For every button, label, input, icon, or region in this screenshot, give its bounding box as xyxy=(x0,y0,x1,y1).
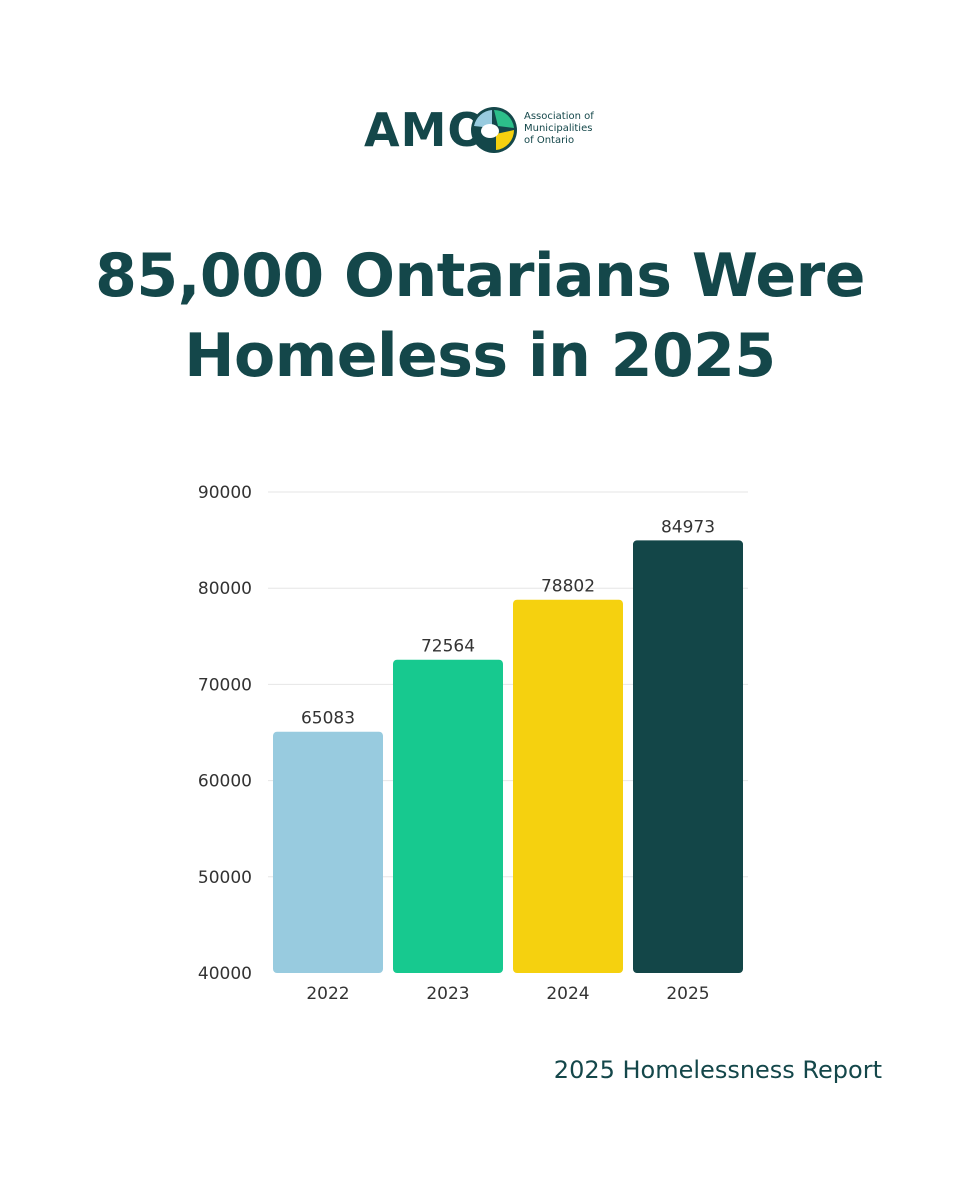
x-tick-label: 2022 xyxy=(306,984,349,1004)
logo-name: Association of Municipalities of Ontario xyxy=(524,111,614,147)
y-tick-label: 50000 xyxy=(198,868,252,888)
headline-line-2: Homeless in 2025 xyxy=(184,321,776,391)
data-label: 72564 xyxy=(421,637,475,657)
bar-2022 xyxy=(273,731,383,973)
y-tick-label: 40000 xyxy=(198,964,252,984)
y-tick-label: 70000 xyxy=(198,675,252,695)
data-label: 65083 xyxy=(301,709,355,729)
bar-chart: 40000 50000 60000 70000 80000 90000 65083 2022 7… xyxy=(180,470,780,1010)
amo-logo: AMO Association of Municipalities of Ont… xyxy=(364,100,604,160)
logo-line-1: Association of xyxy=(524,111,594,122)
report-source: 2025 Homelessness Report xyxy=(553,1056,882,1084)
y-tick-label: 80000 xyxy=(198,579,252,599)
bar-2024 xyxy=(513,599,623,973)
bar-2023 xyxy=(393,659,503,973)
headline-line-1: 85,000 Ontarians Were xyxy=(95,241,865,311)
bar-chart-svg: 40000 50000 60000 70000 80000 90000 65083 2022 7… xyxy=(198,483,748,1004)
y-tick-label: 60000 xyxy=(198,772,252,792)
data-label: 78802 xyxy=(541,577,595,597)
x-tick-label: 2024 xyxy=(546,984,589,1004)
logo-line-3: of Ontario xyxy=(524,135,575,146)
logo-line-2: Municipalities xyxy=(524,123,593,134)
headline: 85,000 Ontarians Were Homeless in 2025 xyxy=(40,236,920,396)
data-label: 84973 xyxy=(661,517,715,537)
logo-mark-icon xyxy=(471,107,517,153)
x-tick-label: 2025 xyxy=(666,984,709,1004)
bar-2025 xyxy=(633,540,743,973)
y-tick-label: 90000 xyxy=(198,483,252,503)
x-tick-label: 2023 xyxy=(426,984,469,1004)
logo-letters: AMO xyxy=(364,103,488,157)
